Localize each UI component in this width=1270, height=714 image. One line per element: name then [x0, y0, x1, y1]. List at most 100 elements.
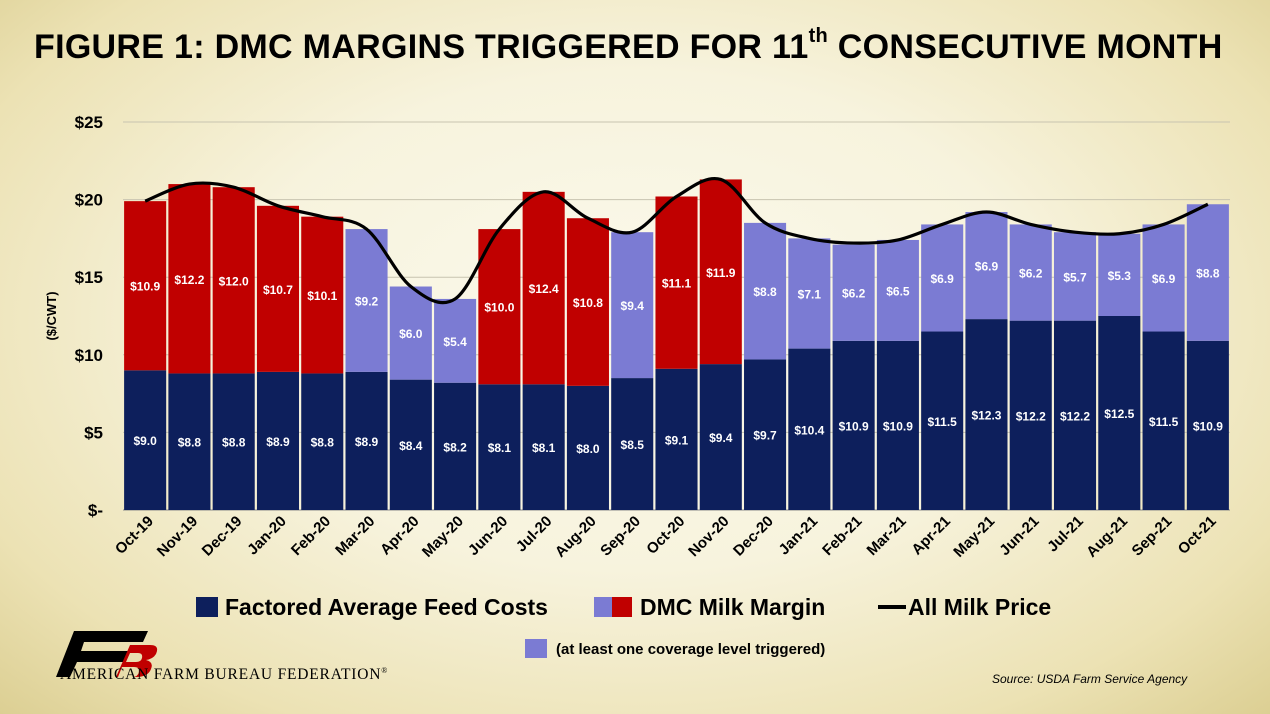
margin-value-label: $6.9 [931, 272, 955, 286]
feed-cost-value-label: $12.2 [1016, 409, 1046, 423]
feed-cost-bar [1009, 320, 1052, 510]
x-tick-label: Jul-20 [513, 513, 556, 556]
feed-cost-bar [434, 382, 477, 510]
org-name-text: AMERICAN FARM BUREAU FEDERATION [60, 666, 382, 684]
margin-bar [301, 216, 344, 374]
x-tick-label: May-21 [950, 513, 998, 561]
margin-value-label: $7.1 [798, 287, 822, 301]
feed-cost-bar [256, 371, 300, 510]
feed-cost-value-label: $8.1 [488, 441, 512, 455]
feed-cost-bar [168, 373, 211, 510]
feed-cost-bar [124, 370, 167, 510]
margin-value-label: $5.4 [443, 335, 467, 349]
margin-bar [1009, 224, 1052, 321]
feed-cost-value-label: $10.9 [1193, 419, 1223, 433]
feed-cost-bar [744, 359, 787, 510]
margin-bar [168, 184, 211, 374]
margin-bar [699, 179, 742, 365]
feed-cost-value-label: $8.8 [222, 436, 246, 450]
x-tick-label: Jan-21 [776, 513, 822, 559]
margin-value-label: $10.1 [307, 289, 337, 303]
x-tick-label: Apr-21 [908, 513, 954, 559]
feed-cost-bar [832, 340, 875, 510]
feed-cost-bar [566, 385, 609, 510]
margin-bar [124, 201, 167, 371]
farm-bureau-logo [56, 631, 158, 677]
x-tick-label: Mar-20 [332, 513, 378, 559]
x-tick-label: Mar-21 [864, 513, 910, 559]
feed-cost-value-label: $10.9 [883, 419, 913, 433]
feed-cost-bar [655, 368, 698, 510]
feed-cost-value-label: $8.8 [311, 436, 335, 450]
feed-cost-bar [788, 348, 831, 510]
y-tick-label: $20 [75, 191, 103, 210]
feed-cost-bar [921, 331, 964, 510]
margin-value-label: $12.0 [219, 274, 249, 288]
margin-bar [611, 232, 654, 379]
margin-bar [434, 298, 477, 383]
margin-bar [876, 239, 919, 341]
margin-bar [744, 222, 787, 360]
feed-cost-value-label: $9.0 [133, 434, 157, 448]
margin-value-label: $9.2 [355, 294, 379, 308]
x-tick-label: Aug-21 [1083, 513, 1131, 561]
feed-cost-bar [522, 384, 565, 510]
legend-swatch-margin-not-triggered [594, 597, 612, 617]
feed-cost-value-label: $8.0 [576, 442, 600, 456]
feed-cost-bar [611, 378, 654, 510]
chart-title: FIGURE 1: DMC MARGINS TRIGGERED FOR 11th… [34, 24, 1223, 67]
x-tick-label: Jun-21 [996, 513, 1042, 559]
x-tick-label: Nov-19 [154, 513, 201, 560]
margin-bar [1186, 204, 1229, 341]
x-tick-label: May-20 [419, 513, 467, 561]
feed-cost-bar [478, 384, 521, 510]
x-tick-label: Feb-20 [288, 513, 334, 559]
x-tick-label: Jan-20 [244, 513, 290, 559]
feed-cost-value-label: $12.5 [1104, 407, 1134, 421]
y-tick-label: $5 [84, 423, 103, 442]
feed-cost-bar [1186, 340, 1229, 510]
margin-value-label: $11.1 [662, 277, 692, 291]
title-superscript: th [808, 24, 829, 47]
feed-cost-bar [212, 373, 255, 510]
legend-label-margin: DMC Milk Margin [640, 594, 825, 620]
x-tick-label: Apr-20 [377, 513, 423, 559]
margin-value-label: $8.8 [1196, 267, 1220, 281]
y-tick-label: $25 [75, 113, 103, 132]
feed-cost-value-label: $12.3 [971, 409, 1001, 423]
x-tick-label: Dec-19 [199, 513, 246, 560]
feed-cost-bar [389, 379, 432, 510]
x-tick-label: Oct-20 [643, 513, 688, 558]
margin-bar [655, 196, 698, 369]
margin-bar [921, 224, 964, 332]
x-axis: Oct-19Nov-19Dec-19Jan-20Feb-20Mar-20Apr-… [112, 513, 1220, 561]
feed-cost-value-label: $10.4 [794, 423, 824, 437]
y-tick-label: $- [88, 501, 103, 520]
all-milk-price-line [144, 176, 1209, 305]
margin-value-label: $5.7 [1063, 270, 1087, 284]
margin-value-label: $6.0 [399, 327, 423, 341]
margin-bar [345, 229, 388, 372]
feed-cost-value-label: $12.2 [1060, 409, 1090, 423]
feed-cost-bar [699, 364, 742, 510]
margin-value-label: $8.8 [753, 285, 777, 299]
margin-value-label: $5.3 [1108, 269, 1132, 283]
bar-series [124, 179, 1229, 510]
margin-bar [1053, 232, 1097, 321]
y-tick-label: $10 [75, 346, 103, 365]
margin-value-label: $6.2 [1019, 267, 1043, 281]
x-tick-label: Nov-20 [685, 513, 732, 560]
feed-cost-value-label: $9.4 [709, 431, 733, 445]
margin-value-label: $10.8 [573, 296, 603, 310]
feed-cost-bar [876, 340, 919, 510]
x-tick-label: Dec-20 [730, 513, 777, 560]
margin-value-label: $10.7 [263, 283, 293, 297]
margin-bar [389, 286, 432, 380]
feed-cost-bar [1098, 316, 1141, 510]
margin-value-label: $12.2 [174, 273, 204, 287]
margin-bar [522, 191, 565, 385]
margin-value-label: $10.0 [484, 301, 514, 315]
margin-value-label: $6.2 [842, 287, 866, 301]
margin-value-label: $10.9 [130, 280, 160, 294]
